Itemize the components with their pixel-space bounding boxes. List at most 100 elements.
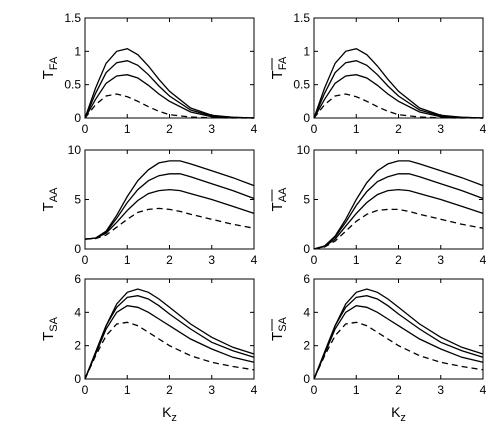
x-tick-label: 4 bbox=[480, 253, 487, 267]
y-axis-label-main: T bbox=[269, 202, 286, 211]
y-axis-label-main: T bbox=[40, 70, 57, 79]
x-tick-label: 4 bbox=[480, 122, 487, 136]
y-tick-label: 1 bbox=[74, 44, 81, 58]
x-axis-label: Kz bbox=[162, 404, 177, 424]
series-line-4-dashed bbox=[313, 208, 484, 250]
x-axis-label-subscript: z bbox=[171, 412, 177, 424]
series-line-3 bbox=[313, 74, 484, 119]
x-tick-label: 4 bbox=[480, 383, 487, 397]
x-axis-label-main: K bbox=[162, 404, 172, 420]
y-axis-label: TSA bbox=[269, 316, 289, 341]
x-tick-label: 0 bbox=[82, 383, 89, 397]
series-line-2 bbox=[313, 295, 484, 380]
y-tick-label: 0 bbox=[74, 111, 81, 125]
x-tick-label: 1 bbox=[353, 122, 360, 136]
series-line-2 bbox=[313, 60, 484, 119]
plot-frame bbox=[84, 278, 255, 380]
x-tick-label: 0 bbox=[82, 122, 89, 136]
x-tick-label: 3 bbox=[437, 122, 444, 136]
y-axis-label: TFA bbox=[269, 56, 289, 79]
x-axis-label: Kz bbox=[391, 404, 406, 424]
y-axis-label-subscript: SA bbox=[48, 316, 60, 331]
y-axis-label-main: T bbox=[40, 332, 57, 341]
series-line-2 bbox=[84, 173, 255, 240]
x-tick-label: 4 bbox=[251, 122, 258, 136]
x-tick-label: 2 bbox=[166, 253, 173, 267]
x-tick-label: 0 bbox=[311, 253, 318, 267]
series-line-2 bbox=[313, 173, 484, 250]
series-line-3 bbox=[84, 305, 255, 380]
x-tick-label: 0 bbox=[311, 383, 318, 397]
y-tick-label: 10 bbox=[68, 143, 82, 157]
x-tick-label: 2 bbox=[166, 122, 173, 136]
chart-panel-5: 0 1 2 3 4 0 2 4 6 TSA Kz bbox=[40, 272, 258, 424]
series-line-1 bbox=[313, 48, 484, 119]
x-tick-label: 3 bbox=[208, 122, 215, 136]
y-axis-label-subscript: AA bbox=[277, 187, 289, 202]
y-axis-label-main: T bbox=[269, 332, 286, 341]
chart-panel-3: 0 1 2 3 4 0 5 10 TAA bbox=[40, 143, 258, 267]
series-line-2 bbox=[84, 295, 255, 380]
x-tick-label: 2 bbox=[395, 122, 402, 136]
series-line-3 bbox=[313, 188, 484, 250]
plot-frame bbox=[84, 149, 255, 250]
y-tick-label: 4 bbox=[74, 305, 81, 319]
x-tick-label: 3 bbox=[208, 383, 215, 397]
series-line-4-dashed bbox=[84, 321, 255, 380]
y-axis-label: TSA bbox=[40, 316, 60, 341]
y-axis-label-main: T bbox=[269, 70, 286, 79]
series-line-2 bbox=[84, 60, 255, 119]
x-axis-label-main: K bbox=[391, 404, 401, 420]
y-tick-label: 0 bbox=[74, 242, 81, 256]
x-tick-label: 1 bbox=[124, 253, 131, 267]
series-line-1 bbox=[313, 160, 484, 250]
y-axis-label-main: T bbox=[40, 202, 57, 211]
y-tick-label: 5 bbox=[74, 193, 81, 207]
plot-frame bbox=[313, 278, 484, 380]
chart-panel-6: 0 1 2 3 4 0 2 4 6 TSA Kz bbox=[269, 272, 487, 424]
y-tick-label: 2 bbox=[74, 339, 81, 353]
x-tick-label: 3 bbox=[437, 383, 444, 397]
x-axis-label-subscript: z bbox=[400, 412, 406, 424]
chart-panel-2: 0 1 2 3 4 0 0.5 1 1.5 TFA bbox=[269, 11, 487, 136]
x-tick-label: 2 bbox=[395, 383, 402, 397]
y-tick-label: 1.5 bbox=[293, 11, 310, 25]
y-tick-label: 0 bbox=[303, 111, 310, 125]
y-axis-label-subscript: FA bbox=[277, 56, 289, 70]
y-tick-label: 6 bbox=[74, 272, 81, 286]
y-tick-label: 0.5 bbox=[64, 78, 81, 92]
y-axis-label: TAA bbox=[269, 187, 289, 212]
chart-panel-4: 0 1 2 3 4 0 5 10 TAA bbox=[269, 143, 487, 267]
y-tick-label: 6 bbox=[303, 272, 310, 286]
y-tick-label: 0 bbox=[74, 372, 81, 386]
x-tick-label: 1 bbox=[124, 122, 131, 136]
y-axis-label-subscript: FA bbox=[48, 56, 60, 70]
y-axis-label-subscript: AA bbox=[48, 187, 60, 202]
x-tick-label: 2 bbox=[395, 253, 402, 267]
x-tick-label: 3 bbox=[208, 253, 215, 267]
y-axis-label: TAA bbox=[40, 187, 60, 212]
y-tick-label: 10 bbox=[297, 143, 311, 157]
series-line-4-dashed bbox=[84, 207, 255, 240]
series-line-4-dashed bbox=[313, 93, 483, 119]
series-line-3 bbox=[84, 188, 255, 240]
y-axis-label-subscript: SA bbox=[277, 316, 289, 331]
y-tick-label: 2 bbox=[303, 339, 310, 353]
series-line-3 bbox=[84, 74, 255, 119]
x-tick-label: 1 bbox=[124, 383, 131, 397]
y-tick-label: 5 bbox=[303, 193, 310, 207]
x-tick-label: 1 bbox=[353, 253, 360, 267]
x-tick-label: 3 bbox=[437, 253, 444, 267]
y-tick-label: 0 bbox=[303, 242, 310, 256]
y-tick-label: 1 bbox=[303, 44, 310, 58]
x-tick-label: 1 bbox=[353, 383, 360, 397]
series-line-4-dashed bbox=[84, 93, 254, 119]
y-tick-label: 1.5 bbox=[64, 11, 81, 25]
y-axis-label: TFA bbox=[40, 56, 60, 79]
series-line-3 bbox=[313, 305, 484, 380]
y-tick-label: 4 bbox=[303, 305, 310, 319]
x-tick-label: 2 bbox=[166, 383, 173, 397]
series-line-1 bbox=[84, 160, 255, 240]
chart-panel-1: 0 1 2 3 4 0 0.5 1 1.5 TFA bbox=[40, 11, 258, 136]
x-tick-label: 4 bbox=[251, 383, 258, 397]
